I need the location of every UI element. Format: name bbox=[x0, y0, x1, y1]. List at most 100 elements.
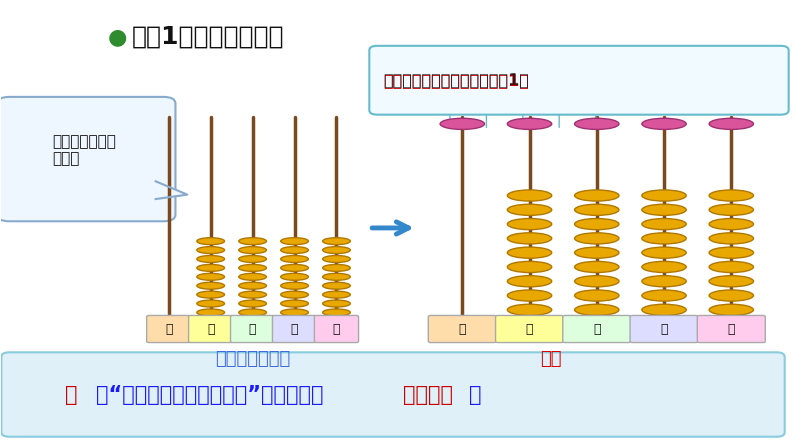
Ellipse shape bbox=[281, 247, 308, 253]
Ellipse shape bbox=[239, 309, 267, 316]
Ellipse shape bbox=[507, 118, 552, 130]
Ellipse shape bbox=[507, 247, 552, 258]
Ellipse shape bbox=[197, 256, 225, 262]
Ellipse shape bbox=[281, 265, 308, 271]
Ellipse shape bbox=[709, 276, 754, 287]
Ellipse shape bbox=[239, 247, 267, 253]
Ellipse shape bbox=[642, 304, 686, 316]
FancyBboxPatch shape bbox=[697, 316, 765, 342]
Ellipse shape bbox=[197, 265, 225, 271]
FancyBboxPatch shape bbox=[369, 46, 788, 115]
Ellipse shape bbox=[709, 118, 754, 130]
Text: 万: 万 bbox=[165, 322, 172, 336]
Text: 万: 万 bbox=[64, 384, 77, 405]
Text: 十: 十 bbox=[291, 322, 299, 336]
Ellipse shape bbox=[281, 309, 308, 316]
Ellipse shape bbox=[575, 118, 619, 130]
Ellipse shape bbox=[197, 247, 225, 253]
Ellipse shape bbox=[322, 273, 350, 280]
Ellipse shape bbox=[281, 291, 308, 298]
Text: 千位满十满位满位进位进位进1。: 千位满十满位满位进位进位进1。 bbox=[384, 72, 530, 87]
FancyBboxPatch shape bbox=[230, 316, 275, 342]
Ellipse shape bbox=[507, 219, 552, 230]
Ellipse shape bbox=[709, 261, 754, 273]
Ellipse shape bbox=[575, 204, 619, 215]
Ellipse shape bbox=[322, 256, 350, 262]
Ellipse shape bbox=[281, 273, 308, 280]
Ellipse shape bbox=[281, 282, 308, 289]
Ellipse shape bbox=[642, 204, 686, 215]
FancyBboxPatch shape bbox=[563, 316, 630, 342]
Ellipse shape bbox=[322, 291, 350, 298]
Ellipse shape bbox=[575, 219, 619, 230]
Text: ●: ● bbox=[108, 27, 128, 47]
Text: 万: 万 bbox=[458, 322, 466, 336]
Ellipse shape bbox=[709, 233, 754, 244]
FancyBboxPatch shape bbox=[0, 97, 175, 221]
Ellipse shape bbox=[507, 261, 552, 273]
Text: 百: 百 bbox=[249, 322, 256, 336]
Ellipse shape bbox=[642, 247, 686, 258]
Text: 一万: 一万 bbox=[541, 350, 562, 368]
Ellipse shape bbox=[575, 290, 619, 301]
Text: 和“一（个）、十、百、千”一样，都是: 和“一（个）、十、百、千”一样，都是 bbox=[96, 384, 324, 405]
Ellipse shape bbox=[575, 276, 619, 287]
Ellipse shape bbox=[197, 300, 225, 307]
FancyBboxPatch shape bbox=[2, 352, 784, 437]
Text: 千: 千 bbox=[526, 322, 534, 336]
Ellipse shape bbox=[197, 291, 225, 298]
Ellipse shape bbox=[281, 256, 308, 262]
Text: 百: 百 bbox=[593, 322, 600, 336]
Ellipse shape bbox=[281, 238, 308, 245]
Ellipse shape bbox=[507, 233, 552, 244]
Text: 千位满十满位满位进位进位进1。: 千位满十满位满位进位进位进1。 bbox=[383, 73, 529, 88]
FancyBboxPatch shape bbox=[147, 316, 191, 342]
Ellipse shape bbox=[322, 282, 350, 289]
Text: 千: 千 bbox=[207, 322, 214, 336]
Ellipse shape bbox=[642, 219, 686, 230]
Ellipse shape bbox=[239, 265, 267, 271]
Ellipse shape bbox=[239, 273, 267, 280]
Ellipse shape bbox=[709, 204, 754, 215]
Ellipse shape bbox=[709, 219, 754, 230]
Ellipse shape bbox=[575, 247, 619, 258]
Ellipse shape bbox=[239, 238, 267, 245]
Ellipse shape bbox=[197, 238, 225, 245]
Text: 十: 十 bbox=[661, 322, 668, 336]
FancyBboxPatch shape bbox=[272, 316, 317, 342]
Polygon shape bbox=[156, 181, 187, 199]
Ellipse shape bbox=[322, 300, 350, 307]
Ellipse shape bbox=[709, 247, 754, 258]
Ellipse shape bbox=[440, 118, 484, 130]
Ellipse shape bbox=[197, 282, 225, 289]
Text: 计数单位: 计数单位 bbox=[403, 384, 453, 405]
Text: 再添1个珠子是多少？: 再添1个珠子是多少？ bbox=[132, 25, 284, 49]
Text: 九千九百九十九: 九千九百九十九 bbox=[215, 350, 291, 368]
Ellipse shape bbox=[709, 190, 754, 201]
Text: 个: 个 bbox=[727, 322, 735, 336]
Ellipse shape bbox=[322, 238, 350, 245]
Ellipse shape bbox=[575, 304, 619, 316]
Ellipse shape bbox=[709, 304, 754, 316]
Ellipse shape bbox=[642, 118, 686, 130]
Ellipse shape bbox=[322, 265, 350, 271]
Ellipse shape bbox=[197, 309, 225, 316]
Ellipse shape bbox=[507, 276, 552, 287]
Ellipse shape bbox=[322, 247, 350, 253]
Ellipse shape bbox=[575, 233, 619, 244]
Ellipse shape bbox=[239, 300, 267, 307]
Ellipse shape bbox=[239, 291, 267, 298]
Ellipse shape bbox=[507, 204, 552, 215]
Text: 。: 。 bbox=[469, 384, 481, 405]
FancyBboxPatch shape bbox=[428, 316, 496, 342]
FancyBboxPatch shape bbox=[189, 316, 233, 342]
Ellipse shape bbox=[642, 261, 686, 273]
Ellipse shape bbox=[197, 273, 225, 280]
Ellipse shape bbox=[239, 256, 267, 262]
Ellipse shape bbox=[281, 300, 308, 307]
Ellipse shape bbox=[642, 190, 686, 201]
FancyBboxPatch shape bbox=[314, 316, 359, 342]
Ellipse shape bbox=[709, 290, 754, 301]
Ellipse shape bbox=[642, 276, 686, 287]
Ellipse shape bbox=[507, 190, 552, 201]
